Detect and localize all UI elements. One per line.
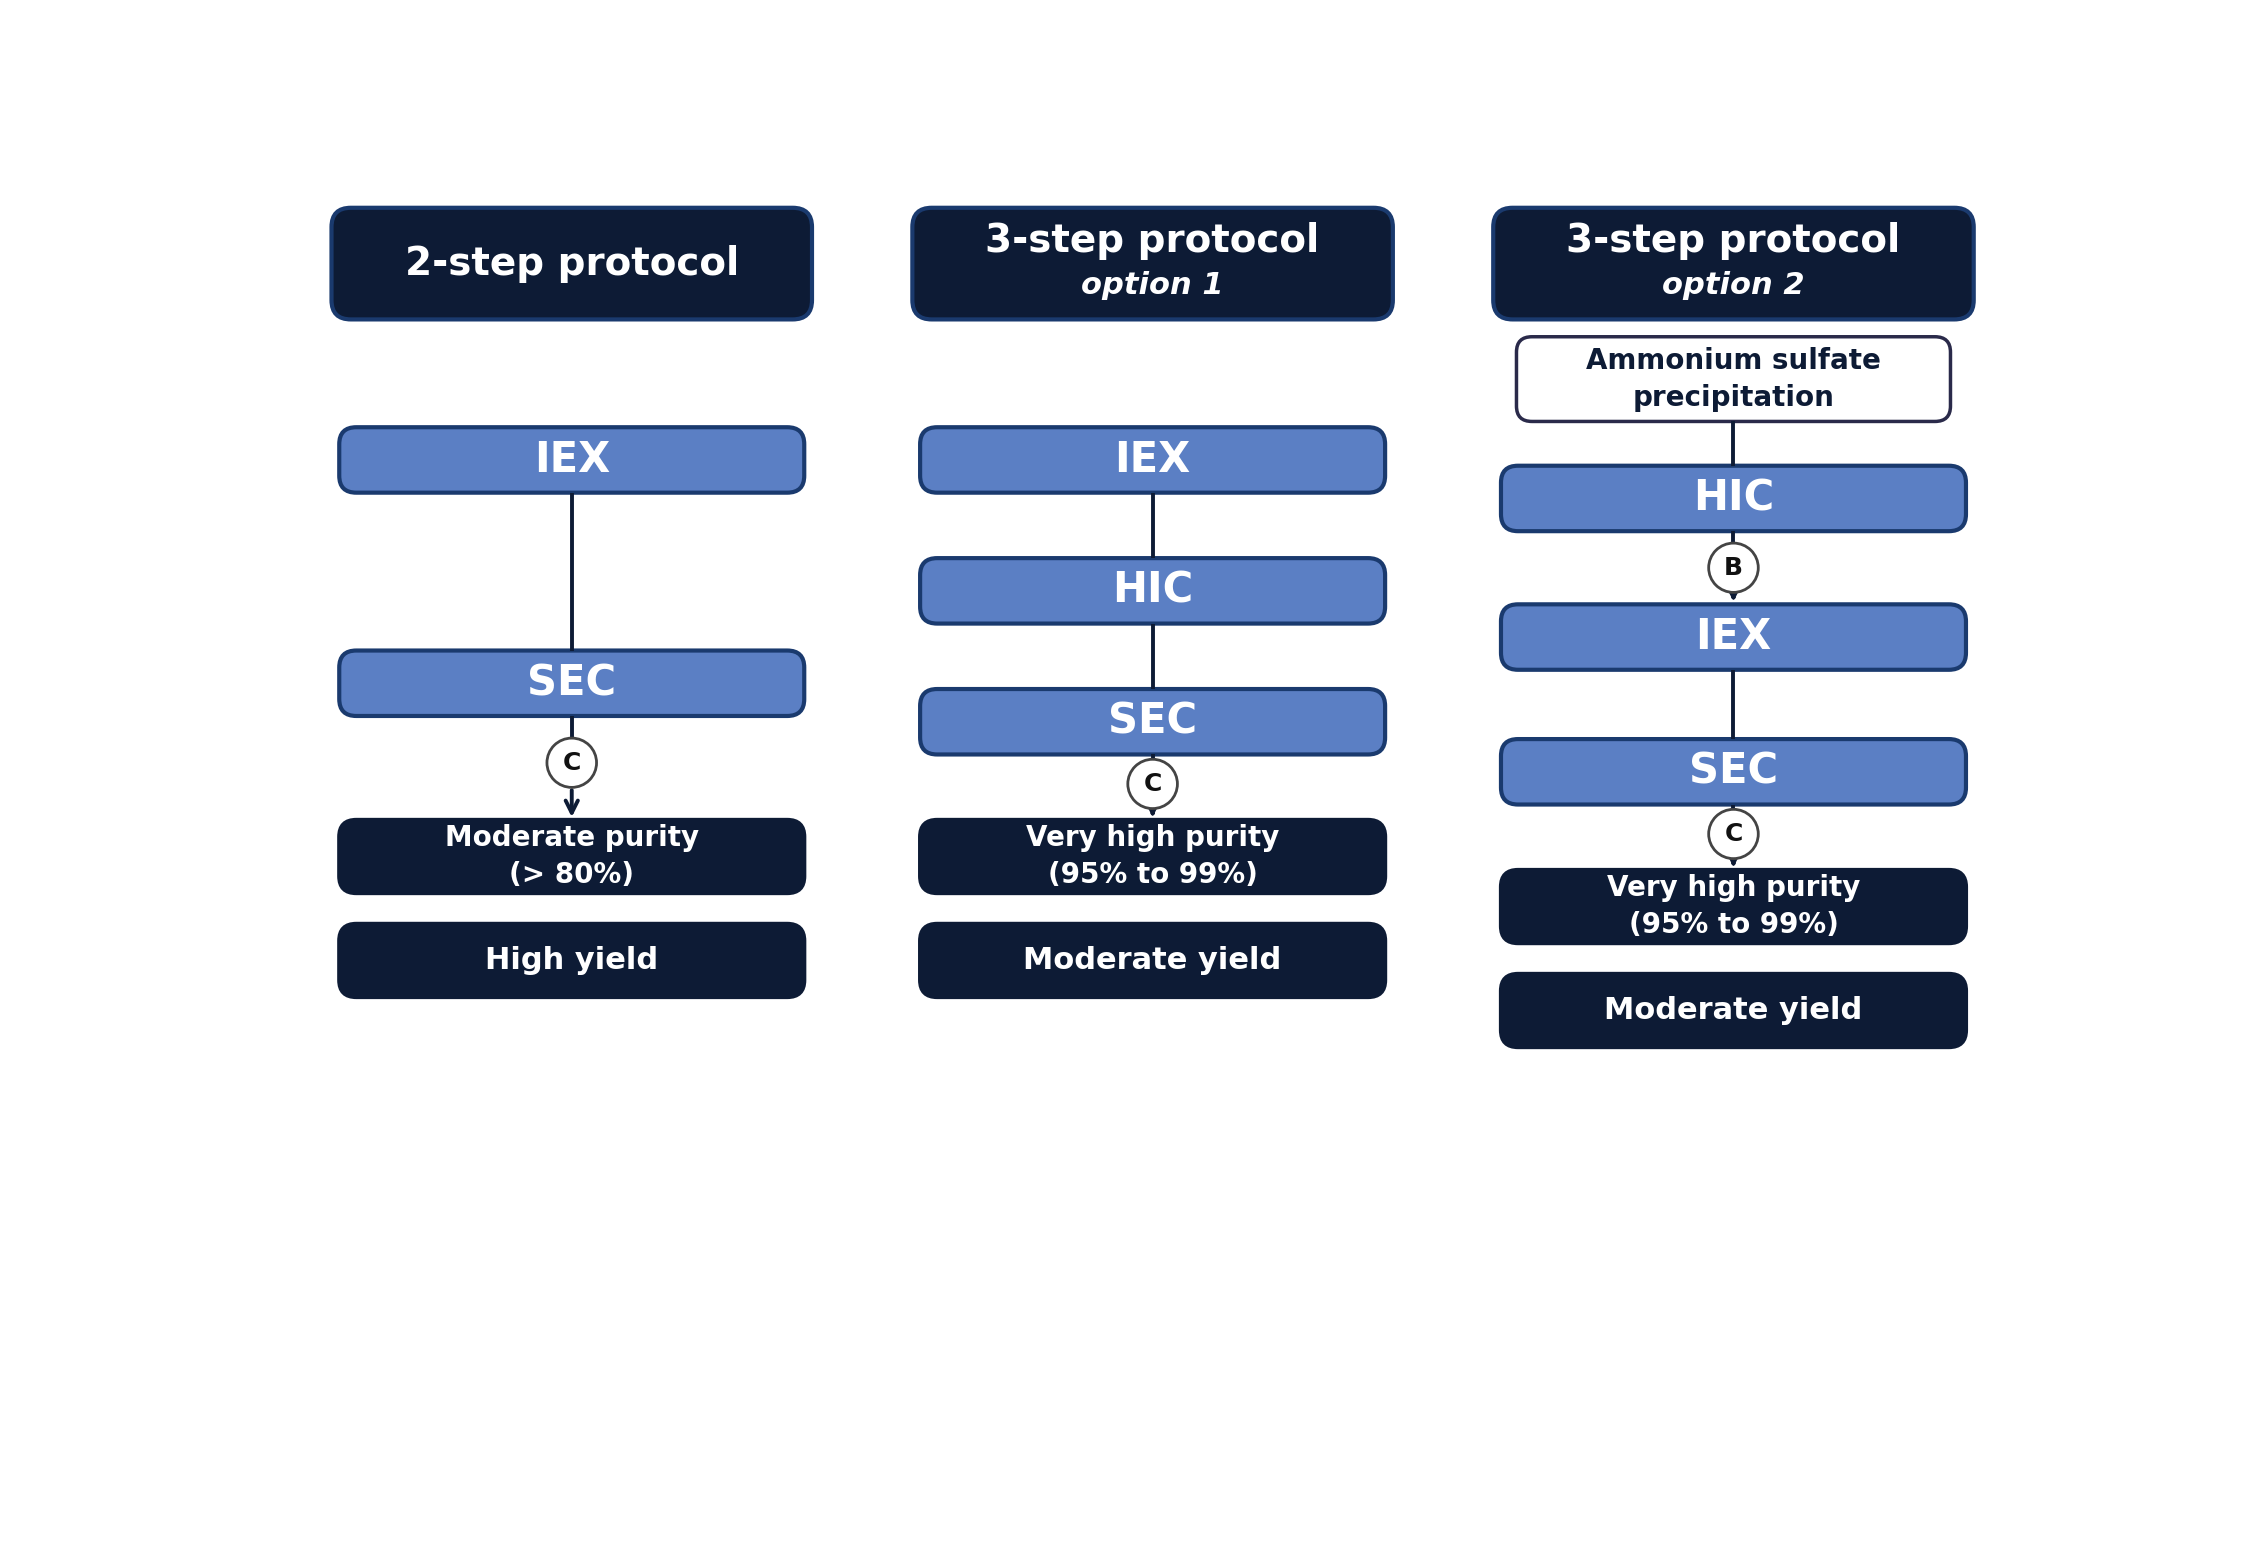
FancyBboxPatch shape (1500, 869, 1966, 944)
FancyBboxPatch shape (1493, 208, 1975, 319)
FancyBboxPatch shape (920, 924, 1385, 997)
Text: SEC: SEC (1109, 701, 1196, 743)
Circle shape (1127, 759, 1178, 809)
FancyBboxPatch shape (920, 819, 1385, 893)
FancyBboxPatch shape (340, 428, 805, 493)
FancyBboxPatch shape (920, 689, 1385, 754)
FancyBboxPatch shape (1500, 605, 1966, 670)
Text: IEX: IEX (533, 439, 609, 480)
Circle shape (1709, 809, 1759, 858)
FancyBboxPatch shape (913, 208, 1392, 319)
FancyBboxPatch shape (920, 558, 1385, 624)
Text: 3-step protocol: 3-step protocol (1565, 222, 1900, 260)
Text: Very high purity
(95% to 99%): Very high purity (95% to 99%) (1026, 824, 1280, 889)
Circle shape (1709, 543, 1759, 592)
Circle shape (547, 739, 596, 787)
Text: IEX: IEX (1696, 616, 1772, 658)
Text: Very high purity
(95% to 99%): Very high purity (95% to 99%) (1606, 874, 1860, 939)
FancyBboxPatch shape (1516, 337, 1950, 421)
Text: IEX: IEX (1116, 439, 1190, 480)
FancyBboxPatch shape (340, 819, 805, 893)
Text: Moderate yield: Moderate yield (1604, 997, 1862, 1025)
FancyBboxPatch shape (920, 428, 1385, 493)
Text: High yield: High yield (486, 945, 659, 975)
Text: C: C (1725, 823, 1743, 846)
Text: 2-step protocol: 2-step protocol (405, 244, 740, 283)
Text: C: C (1142, 771, 1163, 796)
Text: HIC: HIC (1693, 477, 1774, 519)
FancyBboxPatch shape (1500, 739, 1966, 804)
Text: B: B (1725, 555, 1743, 580)
Text: option 1: option 1 (1082, 272, 1223, 300)
FancyBboxPatch shape (1500, 466, 1966, 532)
FancyBboxPatch shape (331, 208, 812, 319)
Text: SEC: SEC (1689, 751, 1779, 793)
Text: 3-step protocol: 3-step protocol (985, 222, 1320, 260)
Text: HIC: HIC (1111, 569, 1194, 611)
Text: C: C (562, 751, 580, 774)
Text: Moderate purity
(> 80%): Moderate purity (> 80%) (445, 824, 699, 889)
FancyBboxPatch shape (340, 924, 805, 997)
Text: option 2: option 2 (1662, 272, 1804, 300)
Text: SEC: SEC (526, 662, 616, 704)
Text: Moderate yield: Moderate yield (1023, 945, 1282, 975)
FancyBboxPatch shape (340, 650, 805, 715)
FancyBboxPatch shape (1500, 973, 1966, 1047)
Text: Ammonium sulfate
precipitation: Ammonium sulfate precipitation (1586, 347, 1880, 412)
